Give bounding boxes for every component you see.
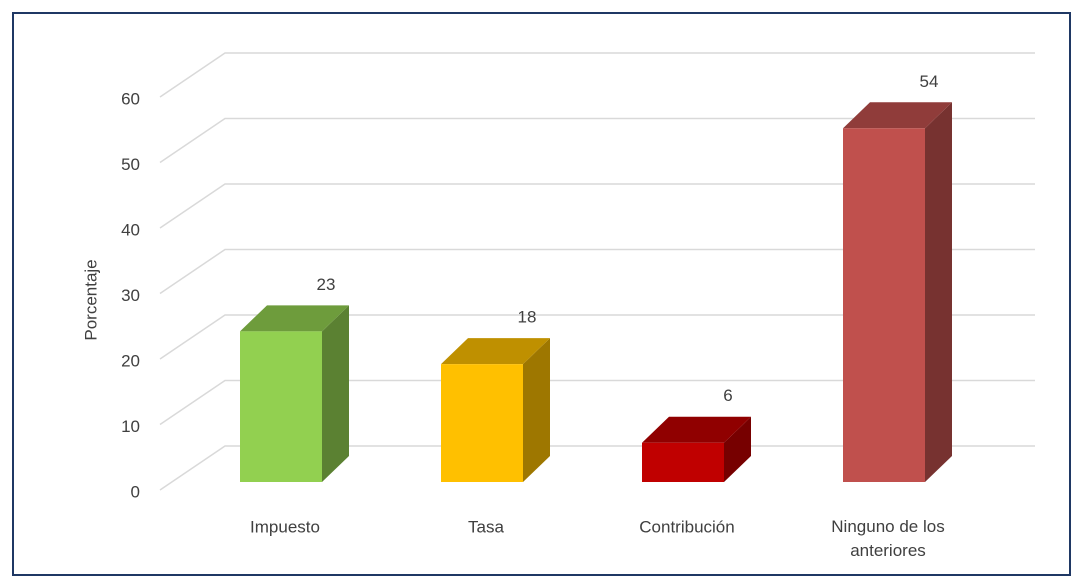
y-tick-label: 30 <box>121 286 140 305</box>
y-tick-label: 60 <box>121 89 140 108</box>
data-label: 6 <box>723 386 732 405</box>
y-tick-label: 0 <box>131 482 140 501</box>
x-tick-label: Ninguno de los anteriores <box>831 517 944 560</box>
bar <box>240 305 349 482</box>
y-tick-label: 40 <box>121 220 140 239</box>
grid-line <box>159 445 1035 491</box>
x-tick-label: Impuesto <box>250 517 320 536</box>
grid-line <box>159 117 1035 164</box>
data-label: 23 <box>317 275 336 294</box>
grid-line <box>159 52 1035 98</box>
y-tick-label: 50 <box>121 155 140 174</box>
y-axis-label: Porcentaje <box>81 259 100 340</box>
y-tick-label: 10 <box>121 417 140 436</box>
bar <box>441 338 550 482</box>
bar <box>642 416 751 482</box>
grid-line <box>159 379 1035 426</box>
grid-line <box>159 183 1035 229</box>
grid-line <box>159 314 1035 360</box>
x-tick-label: Tasa <box>468 517 504 536</box>
bar <box>843 102 952 483</box>
x-tick-label: Contribución <box>639 517 734 536</box>
data-label: 54 <box>920 72 939 91</box>
data-label: 18 <box>518 308 537 327</box>
y-tick-label: 20 <box>121 351 140 370</box>
grid-line <box>159 248 1035 295</box>
